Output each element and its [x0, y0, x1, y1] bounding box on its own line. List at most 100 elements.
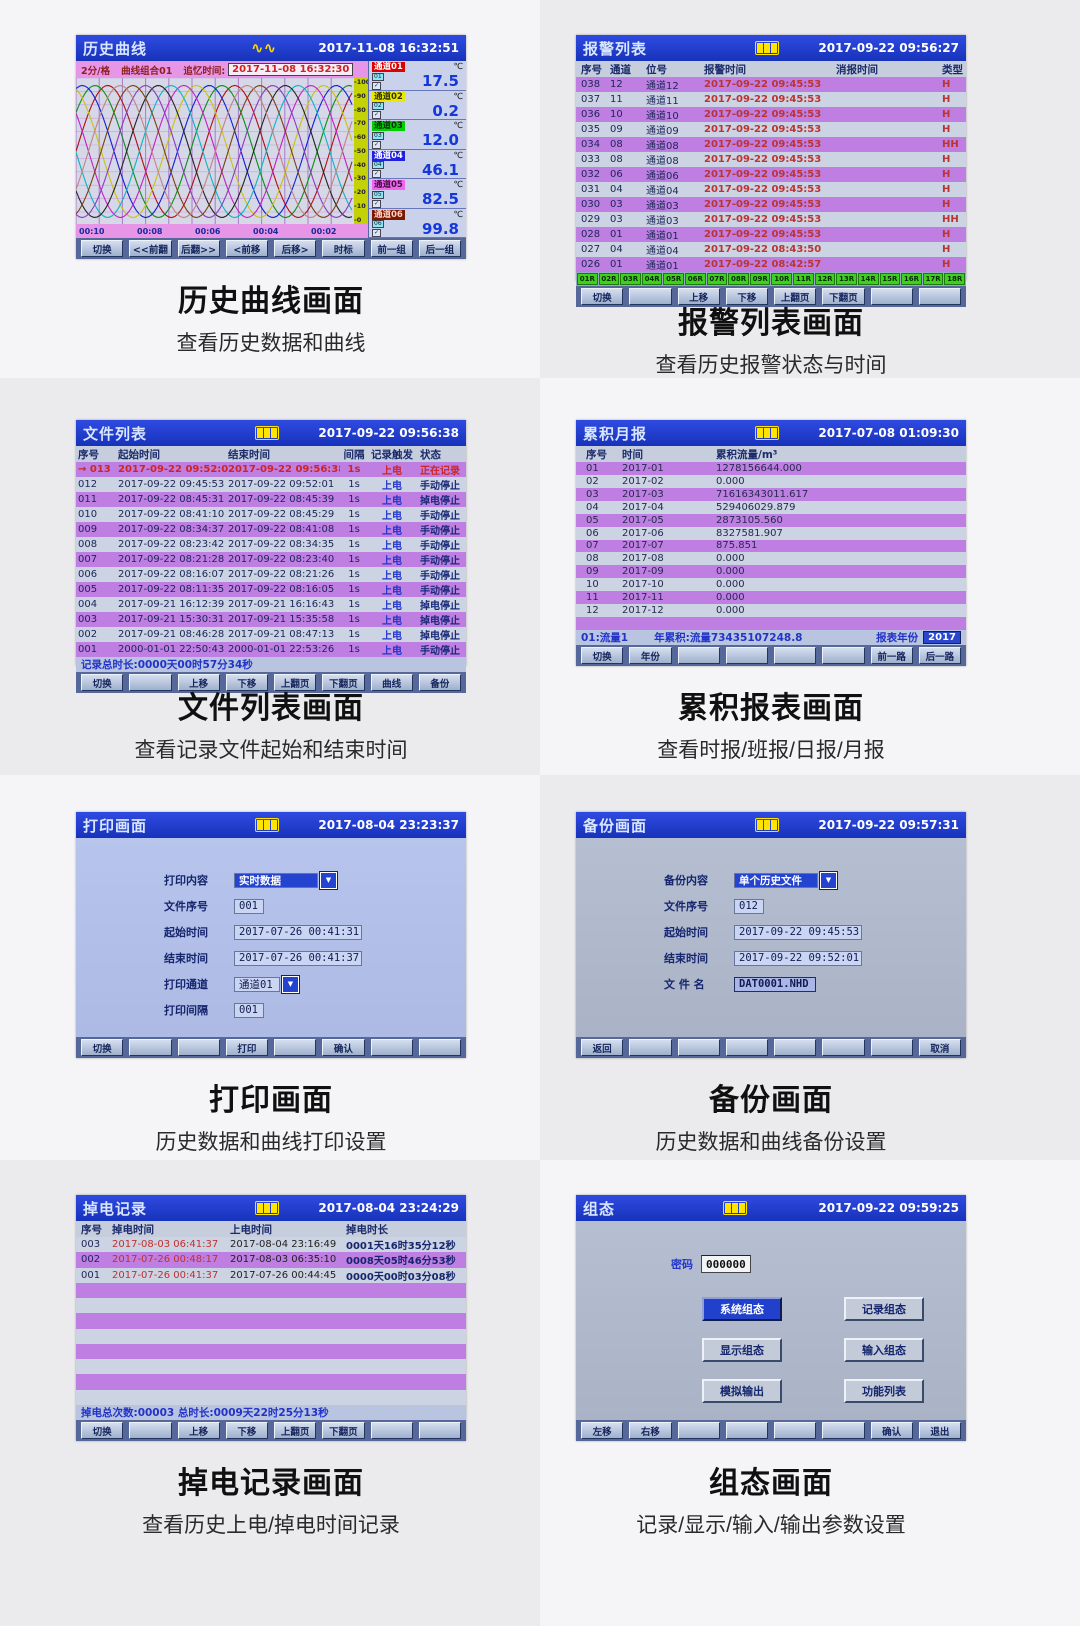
table-row[interactable]: 003 2017-09-21 15:30:31 2017-09-21 15:35…: [76, 612, 466, 627]
softkey-button[interactable]: [725, 1039, 768, 1056]
field-value[interactable]: 2017-09-22 09:45:53: [734, 924, 862, 940]
softkey-button[interactable]: 下移: [225, 1422, 268, 1439]
softkey-button[interactable]: [129, 1422, 172, 1439]
chevron-down-icon[interactable]: ▼: [819, 870, 838, 890]
field-value[interactable]: 2017-07-26 00:41:37: [234, 950, 362, 966]
field-value[interactable]: DAT0001.NHD: [734, 976, 816, 992]
table-row[interactable]: 026 01 通道01 2017-09-22 08:42:57 H: [576, 257, 966, 272]
field-value[interactable]: 2017-07-26 00:41:31: [234, 924, 362, 940]
softkey-button[interactable]: [418, 1039, 461, 1056]
table-row[interactable]: 033 08 通道08 2017-09-22 09:45:53 H: [576, 152, 966, 167]
softkey-button[interactable]: [274, 1039, 317, 1056]
softkey-button[interactable]: 取消: [918, 1039, 961, 1056]
softkey-button[interactable]: 切换: [581, 647, 624, 664]
softkey-button[interactable]: 左移: [581, 1422, 624, 1439]
softkey-button[interactable]: [418, 1422, 461, 1439]
field-value[interactable]: 实时数据: [234, 872, 318, 888]
softkey-button[interactable]: 上翻页: [274, 674, 317, 691]
softkey-button[interactable]: 打印: [225, 1039, 268, 1056]
table-row[interactable]: 011 2017-09-22 08:45:31 2017-09-22 08:45…: [76, 492, 466, 507]
field-value[interactable]: 001: [234, 898, 264, 914]
softkey-button[interactable]: 上翻页: [774, 288, 817, 305]
field-value[interactable]: 001: [234, 1002, 264, 1018]
softkey-button[interactable]: 返回: [581, 1039, 624, 1056]
field-value[interactable]: 2017-09-22 09:52:01: [734, 950, 862, 966]
softkey-button[interactable]: 切换: [81, 1422, 124, 1439]
softkey-button[interactable]: 下翻页: [822, 288, 865, 305]
softkey-button[interactable]: 上移: [177, 674, 220, 691]
table-row[interactable]: → 013 2017-09-22 09:52:03 2017-09-22 09:…: [76, 462, 466, 477]
softkey-button[interactable]: [370, 1039, 413, 1056]
softkey-button[interactable]: [725, 647, 768, 664]
table-row[interactable]: 004 2017-09-21 16:12:39 2017-09-21 16:16…: [76, 597, 466, 612]
softkey-button[interactable]: 后移>: [274, 240, 317, 257]
table-row[interactable]: 038 12 通道12 2017-09-22 09:45:53 H: [576, 77, 966, 92]
softkey-button[interactable]: 确认: [322, 1039, 365, 1056]
softkey-button[interactable]: [129, 674, 172, 691]
channel-checkbox[interactable]: ✓: [372, 170, 381, 178]
channel-checkbox[interactable]: ✓: [372, 199, 381, 208]
softkey-button[interactable]: [129, 1039, 172, 1056]
softkey-button[interactable]: 下翻页: [322, 674, 365, 691]
softkey-button[interactable]: 退出: [918, 1422, 961, 1439]
config-menu-button[interactable]: 输入组态: [844, 1338, 924, 1362]
softkey-button[interactable]: 前一组: [370, 240, 413, 257]
table-row[interactable]: 037 11 通道11 2017-09-22 09:45:53 H: [576, 92, 966, 107]
softkey-button[interactable]: 时标: [322, 240, 365, 257]
softkey-button[interactable]: [370, 1422, 413, 1439]
table-row[interactable]: 028 01 通道01 2017-09-22 09:45:53 H: [576, 227, 966, 242]
channel-checkbox[interactable]: ✓: [372, 81, 381, 90]
table-row[interactable]: 001 2000-01-01 22:50:43 2000-01-01 22:53…: [76, 642, 466, 657]
table-row[interactable]: 034 08 通道08 2017-09-22 09:45:53 HH: [576, 137, 966, 152]
softkey-button[interactable]: [677, 1039, 720, 1056]
channel-checkbox[interactable]: ✓: [372, 111, 381, 119]
softkey-button[interactable]: <<前翻: [129, 240, 172, 257]
softkey-button[interactable]: 上移: [177, 1422, 220, 1439]
softkey-button[interactable]: 年份: [629, 647, 672, 664]
softkey-button[interactable]: [677, 1422, 720, 1439]
softkey-button[interactable]: 后翻>>: [177, 240, 220, 257]
softkey-button[interactable]: 下移: [225, 674, 268, 691]
table-row[interactable]: 036 10 通道10 2017-09-22 09:45:53 H: [576, 107, 966, 122]
field-value[interactable]: 通道01: [234, 976, 280, 992]
softkey-button[interactable]: 下翻页: [322, 1422, 365, 1439]
softkey-button[interactable]: [822, 647, 865, 664]
softkey-button[interactable]: [677, 647, 720, 664]
table-row[interactable]: 006 2017-09-22 08:16:07 2017-09-22 08:21…: [76, 567, 466, 582]
softkey-button[interactable]: <前移: [225, 240, 268, 257]
config-menu-button[interactable]: 系统组态: [702, 1297, 782, 1321]
softkey-button[interactable]: 后一组: [418, 240, 461, 257]
softkey-button[interactable]: 切换: [581, 288, 624, 305]
config-menu-button[interactable]: 功能列表: [844, 1379, 924, 1403]
softkey-button[interactable]: 切换: [81, 1039, 124, 1056]
table-row[interactable]: 012 2017-09-22 09:45:53 2017-09-22 09:52…: [76, 477, 466, 492]
channel-checkbox[interactable]: ✓: [372, 229, 381, 237]
channel-checkbox[interactable]: ✓: [372, 140, 381, 149]
softkey-button[interactable]: [870, 288, 913, 305]
softkey-button[interactable]: 切换: [81, 240, 124, 257]
table-row[interactable]: 029 03 通道03 2017-09-22 09:45:53 HH: [576, 212, 966, 227]
table-row[interactable]: 007 2017-09-22 08:21:28 2017-09-22 08:23…: [76, 552, 466, 567]
softkey-button[interactable]: [774, 1039, 817, 1056]
table-row[interactable]: 031 04 通道04 2017-09-22 09:45:53 H: [576, 182, 966, 197]
table-row[interactable]: 035 09 通道09 2017-09-22 09:45:53 H: [576, 122, 966, 137]
config-menu-button[interactable]: 模拟输出: [702, 1379, 782, 1403]
recall-time-value[interactable]: 2017-11-08 16:32:30: [228, 63, 354, 76]
field-value[interactable]: 单个历史文件: [734, 872, 818, 888]
softkey-button[interactable]: [177, 1039, 220, 1056]
table-row[interactable]: 009 2017-09-22 08:34:37 2017-09-22 08:41…: [76, 522, 466, 537]
config-menu-button[interactable]: 显示组态: [702, 1338, 782, 1362]
softkey-button[interactable]: [725, 1422, 768, 1439]
softkey-button[interactable]: [629, 1039, 672, 1056]
table-row[interactable]: 005 2017-09-22 08:11:35 2017-09-22 08:16…: [76, 582, 466, 597]
softkey-button[interactable]: 后一路: [918, 647, 961, 664]
table-row[interactable]: 032 06 通道06 2017-09-22 09:45:53 H: [576, 167, 966, 182]
table-row[interactable]: 010 2017-09-22 08:41:10 2017-09-22 08:45…: [76, 507, 466, 522]
table-row[interactable]: 027 04 通道04 2017-09-22 08:43:50 H: [576, 242, 966, 257]
softkey-button[interactable]: 确认: [870, 1422, 913, 1439]
table-row[interactable]: 008 2017-09-22 08:23:42 2017-09-22 08:34…: [76, 537, 466, 552]
softkey-button[interactable]: 上移: [677, 288, 720, 305]
softkey-button[interactable]: [774, 1422, 817, 1439]
chevron-down-icon[interactable]: ▼: [281, 974, 300, 994]
softkey-button[interactable]: [918, 288, 961, 305]
